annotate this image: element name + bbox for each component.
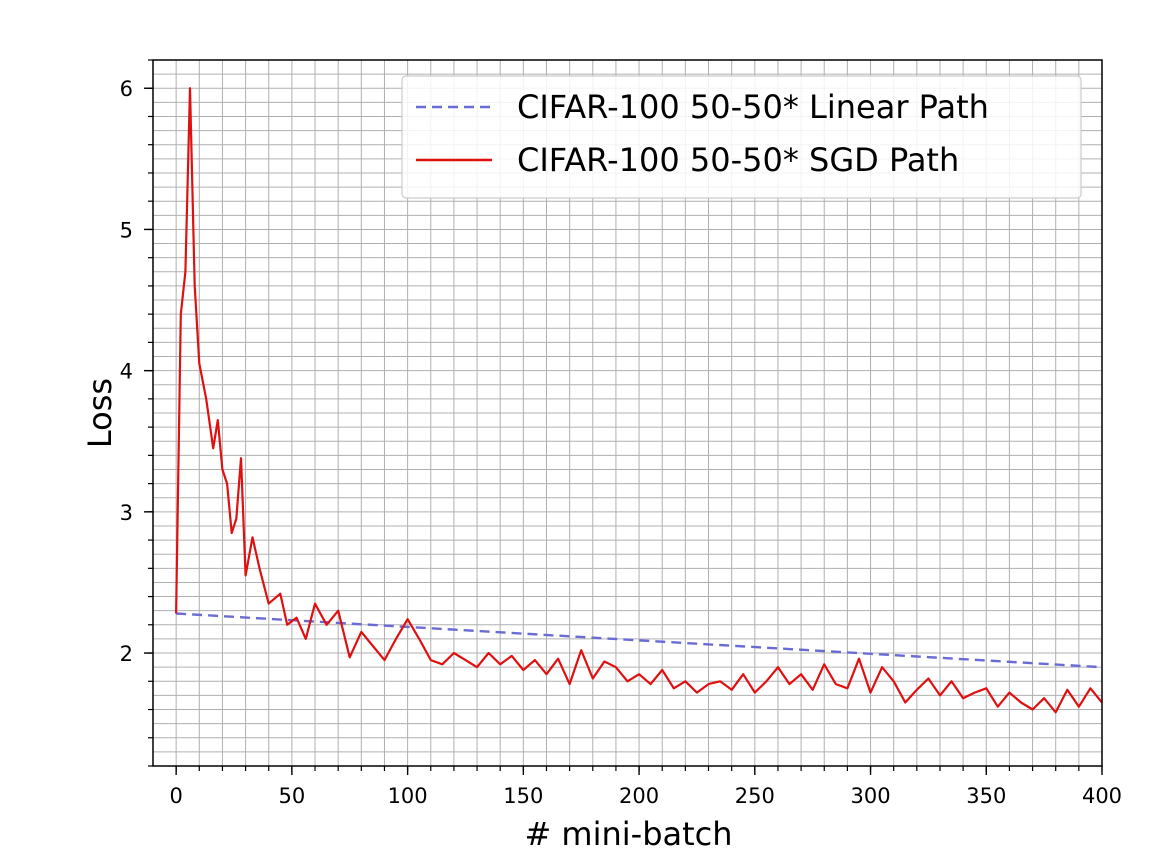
y-axis-label: Loss [81,378,119,448]
legend-box [401,75,1082,199]
y-tick-label: 2 [120,642,133,666]
x-tick-label: 300 [850,784,890,808]
plot-frame [152,59,1103,767]
x-axis-label: # mini-batch [524,815,732,853]
x-tick-label: 150 [503,784,543,808]
y-tick-label: 6 [120,77,133,101]
legend: CIFAR-100 50-50* Linear Path CIFAR-100 5… [401,75,1082,199]
legend-entry-sgd-path: CIFAR-100 50-50* SGD Path [517,141,959,179]
x-tick-label: 100 [388,784,428,808]
y-tick-label: 4 [120,360,133,384]
x-tick-label: 250 [735,784,775,808]
legend-entry-linear-path: CIFAR-100 50-50* Linear Path [517,88,989,126]
x-tick-label: 50 [279,784,306,808]
linear-path-line [176,612,1103,669]
sgd-path-line [175,87,1103,714]
x-tick-label: 350 [966,784,1006,808]
x-tick-label: 0 [169,784,182,808]
ticks: 0 50 100 150 200 250 300 350 400 2 3 4 5 6 [120,59,1122,808]
y-tick-label: 3 [120,501,133,525]
x-tick-label: 200 [619,784,659,808]
series-layer [175,87,1103,714]
y-tick-label: 5 [120,218,133,242]
x-tick-label: 400 [1082,784,1122,808]
